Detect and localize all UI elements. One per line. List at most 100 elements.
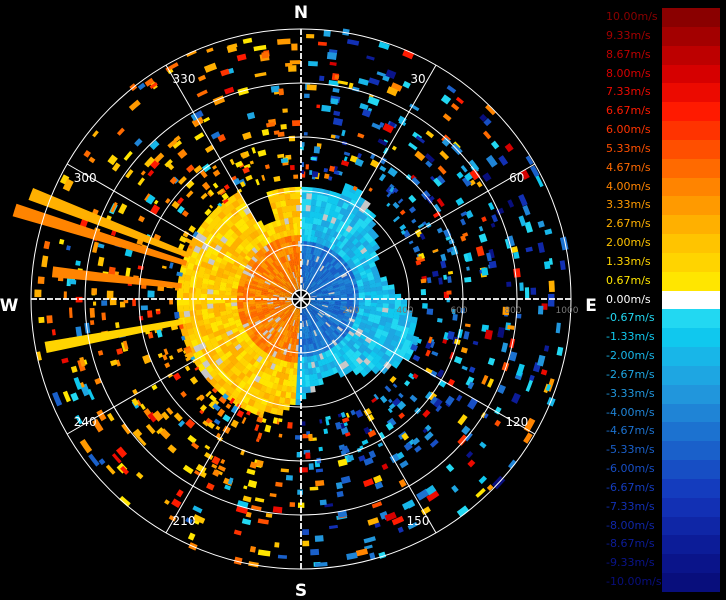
echo-cell — [131, 397, 139, 407]
echo-cell — [179, 266, 188, 275]
echo-cell — [315, 291, 323, 295]
echo-cell — [176, 292, 184, 299]
echo-cell — [308, 217, 315, 224]
echo-cell — [351, 237, 360, 246]
echo-cell — [263, 366, 271, 375]
echo-cell — [200, 293, 208, 299]
echo-cell — [369, 283, 377, 289]
echo-cell — [352, 269, 360, 276]
echo-cell — [301, 314, 304, 322]
echo-cell — [497, 384, 506, 394]
echo-cell — [369, 239, 378, 248]
echo-cell — [352, 322, 360, 329]
echo-cell — [487, 202, 495, 211]
echo-cell — [316, 294, 323, 297]
echo-cell — [301, 222, 306, 230]
echo-cell — [329, 341, 336, 348]
echo-cell — [287, 288, 294, 294]
echo-cell — [279, 347, 285, 355]
echo-cell — [302, 308, 304, 316]
echo-cell — [355, 275, 363, 282]
echo-cell — [122, 340, 129, 350]
echo-cell — [322, 303, 329, 307]
echo-cell — [273, 302, 280, 305]
echo-cell — [373, 273, 381, 280]
legend-label: 6.00m/s — [606, 123, 651, 137]
echo-cell — [494, 406, 502, 415]
echo-cell — [447, 330, 455, 340]
legend-label: -6.00m/s — [606, 462, 655, 476]
echo-cell — [292, 319, 296, 327]
echo-cell — [107, 154, 118, 166]
echo-cell — [265, 236, 273, 244]
echo-cell — [332, 117, 344, 126]
echo-cell — [429, 396, 438, 405]
echo-cell — [312, 274, 317, 281]
echo-cell — [224, 250, 233, 258]
echo-cell — [221, 192, 230, 201]
echo-cell — [284, 330, 289, 337]
echo-cell — [254, 71, 267, 78]
echo-cell — [269, 492, 277, 498]
echo-cell — [272, 294, 280, 297]
echo-cell — [326, 255, 332, 262]
echo-cell — [156, 329, 163, 338]
echo-cell — [250, 239, 258, 247]
legend-entry: 4.00m/s — [606, 177, 720, 197]
echo-cell — [316, 295, 324, 298]
echo-cell — [292, 332, 296, 339]
echo-cell — [167, 68, 174, 75]
echo-cell — [257, 377, 266, 386]
echo-cell — [436, 174, 446, 185]
echo-cell — [322, 302, 329, 305]
echo-cell — [291, 285, 296, 291]
echo-cell — [233, 277, 241, 283]
echo-cell — [425, 160, 433, 168]
echo-cell — [266, 258, 273, 265]
echo-cell — [280, 289, 287, 294]
echo-cell — [280, 321, 286, 328]
echo-cell — [265, 347, 272, 355]
echo-cell — [386, 202, 391, 207]
echo-cell — [257, 323, 264, 330]
echo-cell — [255, 270, 263, 276]
echo-cell — [79, 439, 93, 454]
azimuth-label: 30 — [410, 72, 425, 86]
echo-cell — [340, 215, 349, 223]
echo-cell — [360, 247, 368, 255]
echo-cell — [245, 362, 253, 371]
echo-cell — [110, 201, 118, 213]
echo-cell — [302, 282, 304, 290]
legend-swatch — [662, 441, 720, 461]
echo-cell — [282, 329, 288, 336]
legend-entry: -4.67m/s — [606, 422, 720, 442]
echo-cell — [176, 271, 183, 277]
echo-cell — [359, 103, 369, 111]
echo-cell — [218, 262, 227, 270]
echo-cell — [116, 127, 125, 136]
echo-cell — [293, 326, 297, 333]
echo-cell — [324, 321, 331, 328]
echo-cell — [301, 162, 305, 168]
echo-cell — [377, 138, 388, 146]
echo-cell — [332, 284, 340, 289]
echo-cell — [310, 292, 317, 296]
echo-cell — [425, 349, 431, 357]
echo-cell — [348, 82, 354, 90]
echo-cell — [305, 313, 309, 321]
echo-cell — [447, 270, 454, 275]
echo-cell — [374, 481, 384, 490]
echo-cell — [293, 174, 299, 179]
echo-cell — [444, 395, 455, 406]
echo-cell — [309, 253, 314, 261]
echo-cell — [375, 328, 384, 336]
echo-cell — [364, 299, 372, 303]
echo-cell — [296, 204, 302, 212]
echo-cell — [290, 331, 294, 339]
echo-cell — [218, 302, 226, 308]
echo-cell — [275, 307, 282, 312]
echo-cell — [273, 195, 281, 203]
echo-cell — [274, 345, 280, 353]
echo-cell — [264, 424, 272, 433]
echo-cell — [275, 325, 282, 332]
